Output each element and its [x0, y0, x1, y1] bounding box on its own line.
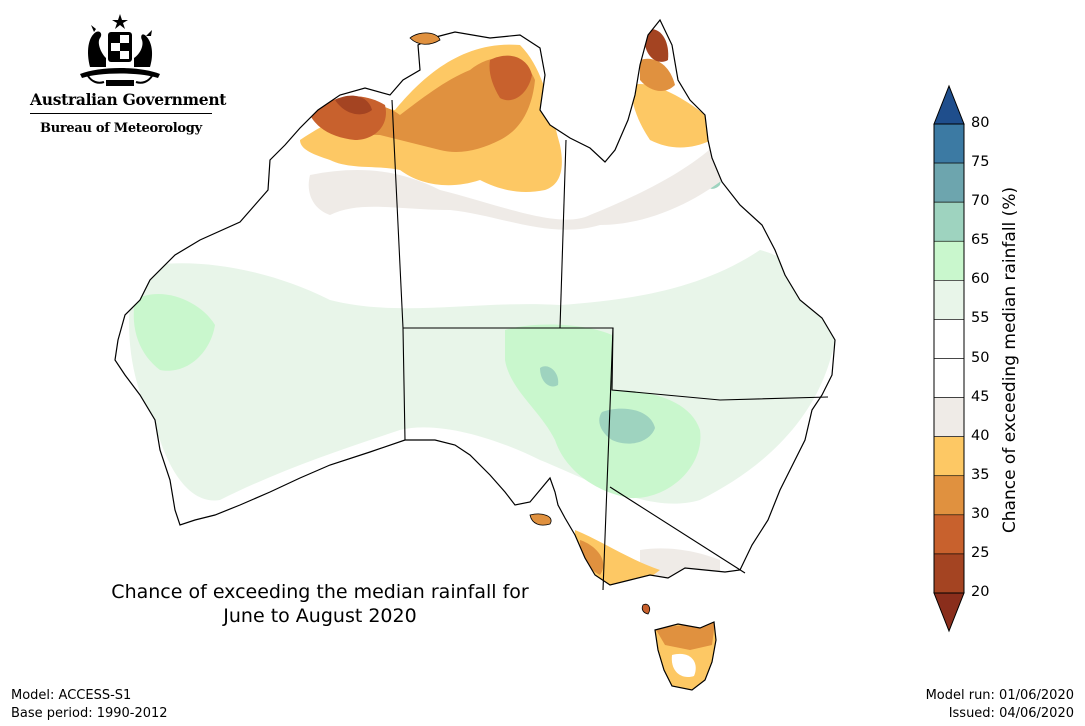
tasmania-shading [655, 622, 716, 690]
colorbar-band [933, 514, 965, 555]
king-island [641, 603, 651, 615]
model-run-label: Model run: 01/06/2020 [925, 688, 1074, 703]
colorbar-band [933, 162, 965, 203]
colorbar-bands [933, 123, 965, 594]
agency-name: Bureau of Meteorology [40, 121, 202, 136]
mainland-shading [115, 20, 835, 585]
colorbar-tick-label: 60 [971, 271, 990, 288]
map-title-line1: Chance of exceeding the median rainfall … [111, 581, 529, 603]
colorbar-band [933, 475, 965, 516]
colorbar [933, 84, 965, 633]
colorbar-tick-label: 70 [971, 193, 990, 210]
kangaroo-island [529, 513, 552, 526]
gov-name: Australian Government [30, 90, 227, 109]
bom-logo: Australian Government Bureau of Meteorol… [20, 10, 226, 140]
footer-left: Model: ACCESS-S1 Base period: 1990-2012 [11, 687, 168, 723]
colorbar-tick-label: 30 [971, 505, 990, 522]
issued-label: Issued: 04/06/2020 [948, 706, 1074, 721]
colorbar-tick-label: 65 [971, 232, 990, 249]
colorbar-band [933, 123, 965, 164]
colorbar-top-arrow [933, 84, 965, 125]
coat-of-arms-icon [80, 14, 160, 86]
colorbar-tick-label: 55 [971, 310, 990, 327]
logo-divider [30, 113, 212, 114]
base-period-label: Base period: 1990-2012 [11, 706, 168, 721]
colorbar-band [933, 358, 965, 398]
colorbar-tick-label: 20 [971, 584, 990, 600]
colorbar-band [933, 397, 965, 437]
colorbar-tick-label: 45 [971, 388, 990, 405]
colorbar-bottom-arrow [933, 592, 965, 633]
colorbar-tick-label: 50 [971, 349, 990, 366]
colorbar-band [933, 436, 965, 477]
melville-island [409, 32, 441, 45]
colorbar-tick-label: 75 [971, 154, 990, 171]
colorbar-band [933, 280, 965, 320]
colorbar-tick-label: 25 [971, 544, 990, 561]
colorbar-band [933, 553, 965, 594]
map-title: Chance of exceeding the median rainfall … [60, 580, 580, 628]
state-borders [391, 99, 829, 591]
model-label: Model: ACCESS-S1 [11, 688, 132, 703]
colorbar-tick-label: 35 [971, 466, 990, 483]
footer-right: Model run: 01/06/2020 Issued: 04/06/2020 [926, 687, 1074, 723]
colorbar-band [933, 319, 965, 359]
map-title-line2: June to August 2020 [223, 605, 417, 627]
colorbar-tick-label: 80 [971, 115, 990, 131]
colorbar-band [933, 201, 965, 242]
colorbar-tick-label: 40 [971, 427, 990, 444]
colorbar-band [933, 240, 965, 281]
colorbar-title: Chance of exceeding median rainfall (%) [1000, 186, 1020, 534]
